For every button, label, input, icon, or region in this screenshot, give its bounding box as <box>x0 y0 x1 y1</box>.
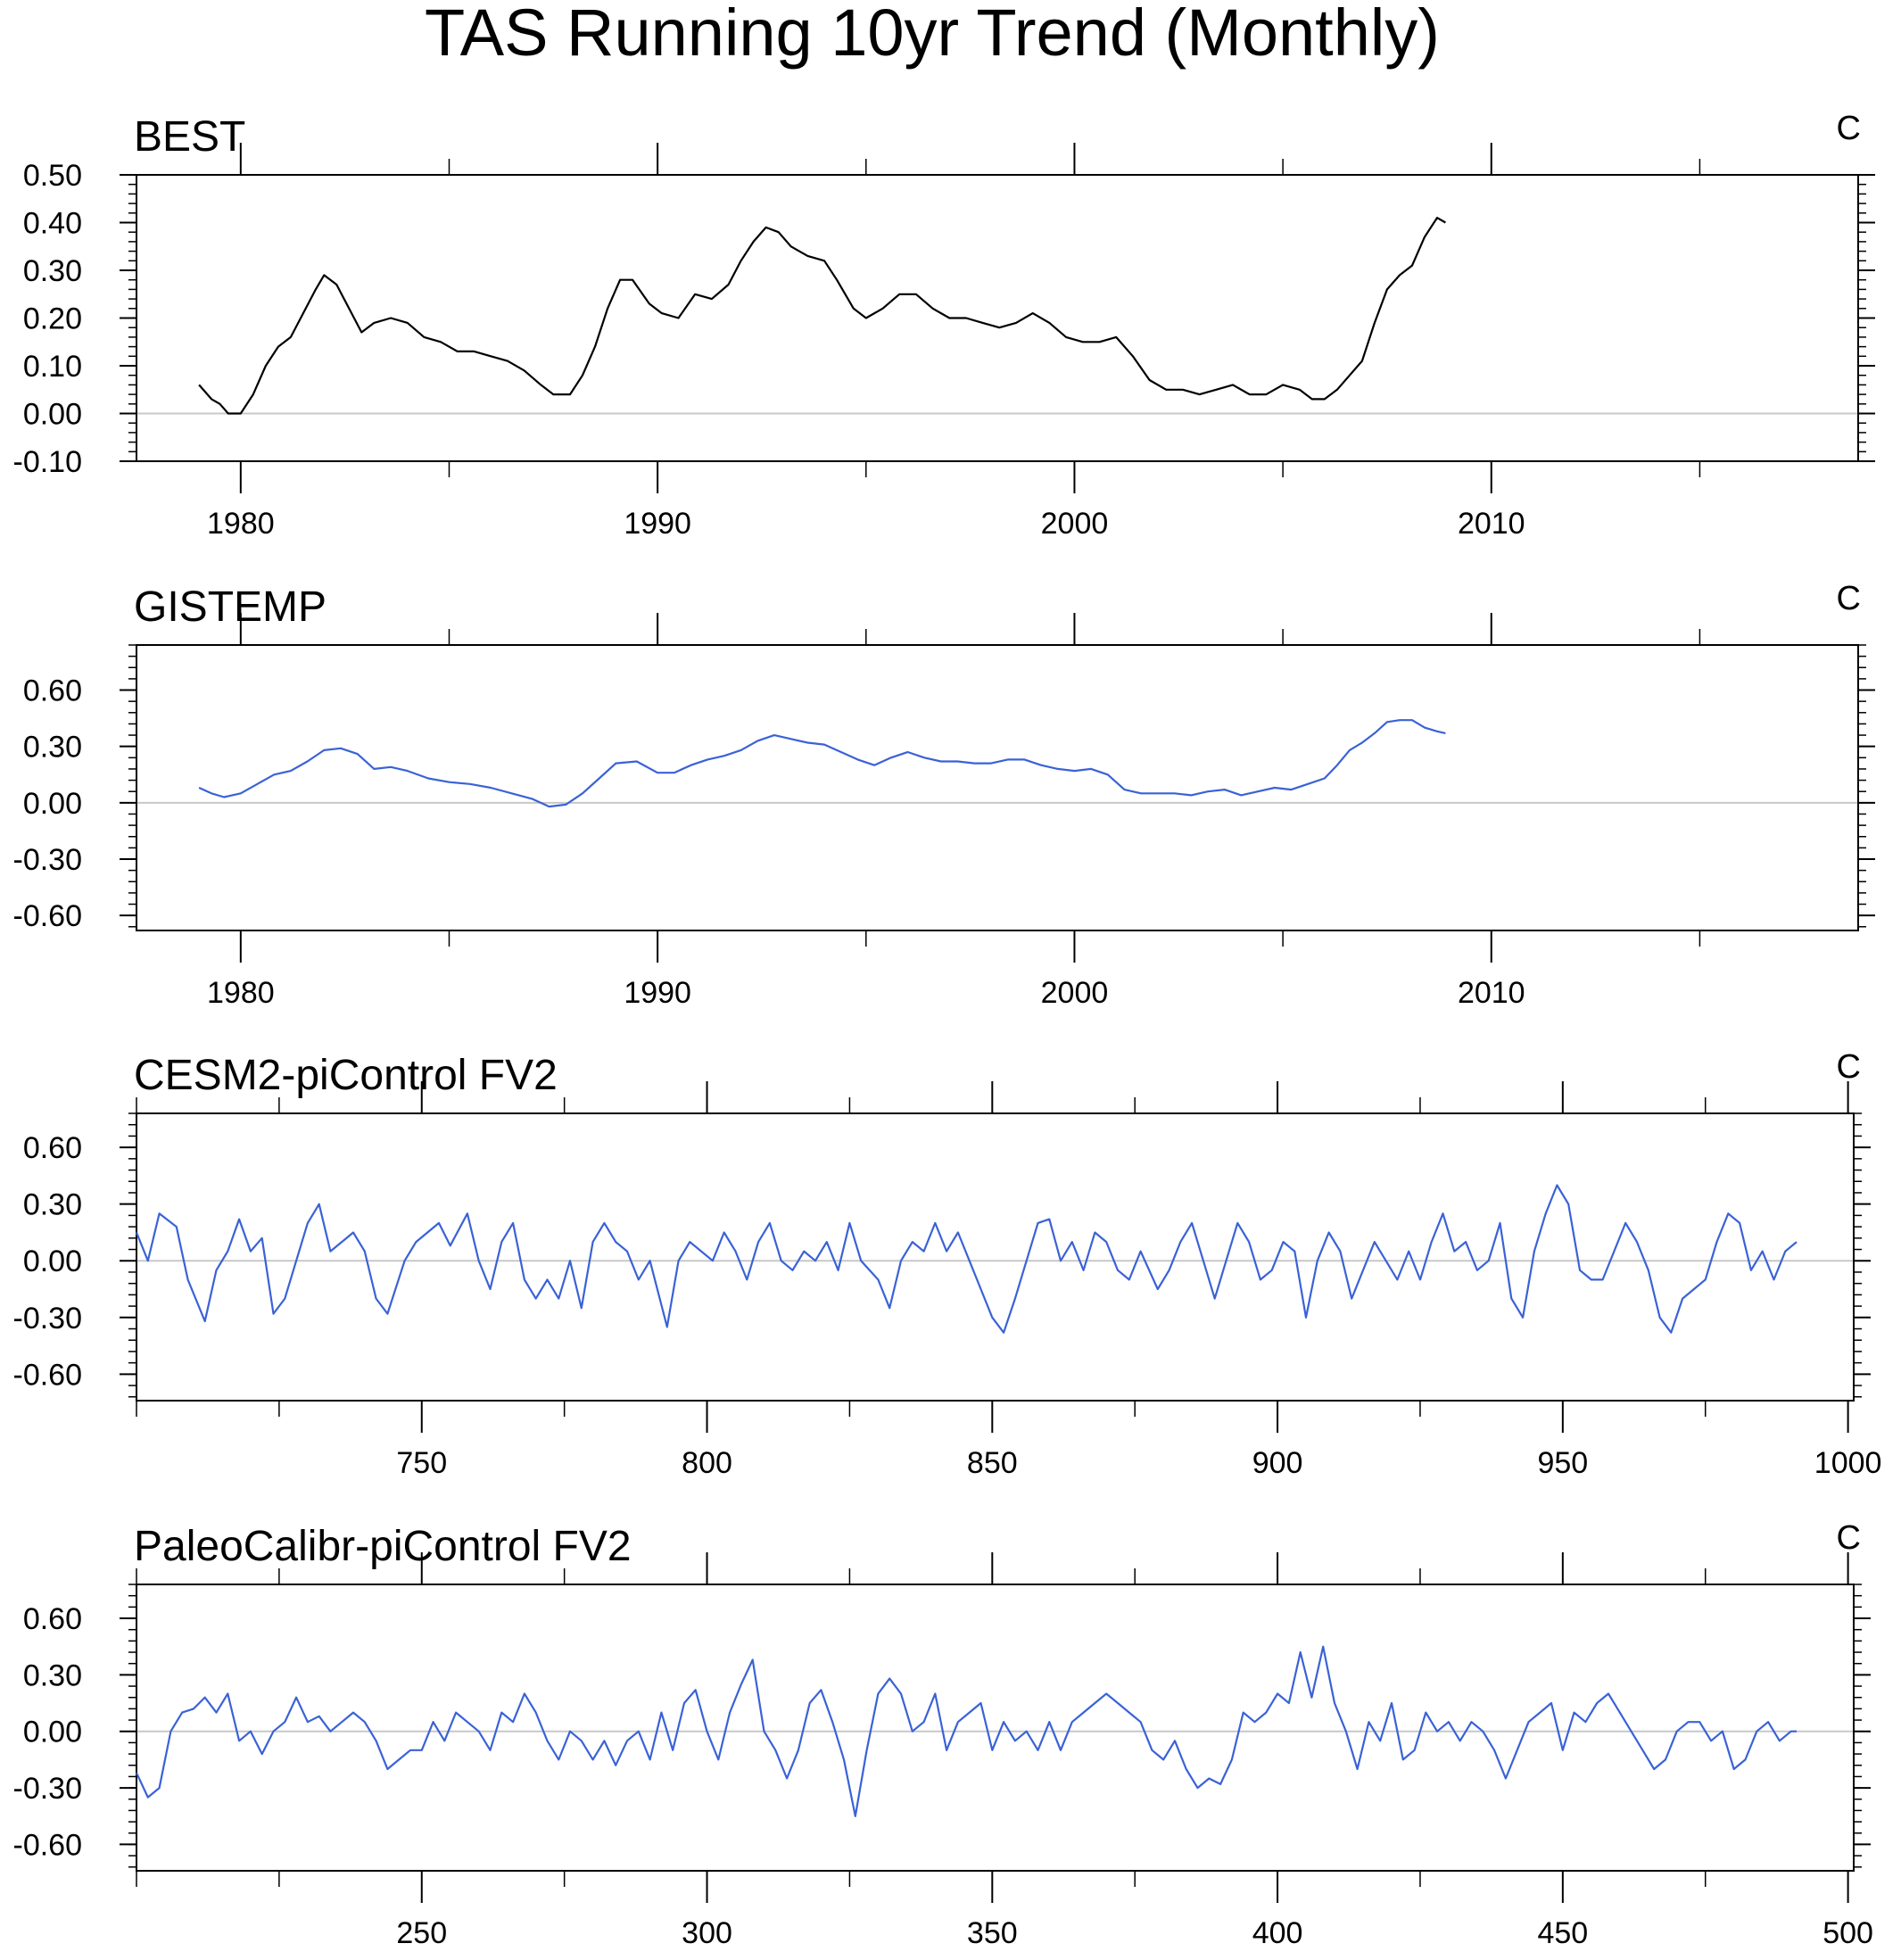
x-tick-label: 350 <box>967 1916 1018 1950</box>
x-tick-label: 2000 <box>1041 507 1109 541</box>
y-tick-label: 0.60 <box>23 1602 82 1636</box>
x-tick-label: 2000 <box>1041 976 1109 1010</box>
y-tick-label: 0.60 <box>23 674 82 708</box>
panel-paleocalibr-picontrol: PaleoCalibr-piControl FV2 C -0.60 -0.30 0.… <box>13 1519 1873 1950</box>
x-tick-label: 400 <box>1252 1916 1303 1950</box>
plot-frame <box>136 644 1859 931</box>
y-tick-label: 0.40 <box>23 207 82 241</box>
panel-title: BEST <box>134 113 245 161</box>
x-tick-label: 450 <box>1537 1916 1588 1950</box>
y-tick-label: 0.00 <box>23 1245 82 1278</box>
panel-gistemp: GISTEMP C -0.60 -0.30 0.00 0.30 0.60 1980 1990… <box>13 580 1875 1010</box>
x-tick-label: 750 <box>396 1446 447 1480</box>
y-tick-label: -0.10 <box>13 445 83 479</box>
series-line <box>136 1645 1797 1817</box>
y-tick-label: 0.00 <box>23 1716 82 1749</box>
y-tick-label: 0.60 <box>23 1131 82 1165</box>
x-tick-label: 850 <box>967 1446 1018 1480</box>
y-tick-label: 0.30 <box>23 731 82 765</box>
panel-title: PaleoCalibr-piControl FV2 <box>134 1523 632 1570</box>
x-tick-label: 1980 <box>207 507 275 541</box>
y-tick-label: 0.10 <box>23 350 82 384</box>
x-tick-label: 2010 <box>1458 976 1525 1010</box>
y-tick-label: 0.20 <box>23 302 82 336</box>
y-tick-label: 0.30 <box>23 1658 82 1692</box>
panel-best: BEST C -0.10 0.00 0.10 0.20 0.30 0.40 0.50 1980… <box>13 110 1875 541</box>
x-tick-label: 1990 <box>624 507 691 541</box>
units-label: C <box>1837 1519 1861 1557</box>
series-line <box>135 1184 1798 1334</box>
y-tick-label: -0.60 <box>13 1828 83 1862</box>
y-tick-label: 0.00 <box>23 787 82 821</box>
panel-title: CESM2-piControl FV2 <box>134 1052 558 1099</box>
x-tick-label: 800 <box>682 1446 732 1480</box>
units-label: C <box>1837 580 1861 617</box>
panel-cesm2-picontrol: CESM2-piControl FV2 C -0.60 -0.30 0.00 0.30… <box>13 1048 1882 1480</box>
y-tick-label: -0.60 <box>13 899 83 933</box>
x-tick-label: 900 <box>1252 1446 1303 1480</box>
x-tick-label: 950 <box>1537 1446 1588 1480</box>
y-tick-label: -0.30 <box>13 1302 83 1336</box>
y-tick-label: 0.50 <box>23 159 82 193</box>
x-tick-label: 250 <box>396 1916 447 1950</box>
units-label: C <box>1837 110 1861 147</box>
y-tick-label: 0.30 <box>23 254 82 288</box>
y-tick-label: -0.30 <box>13 1772 83 1806</box>
plot-frame <box>136 174 1859 462</box>
x-tick-label: 1980 <box>207 976 275 1010</box>
series-line <box>198 217 1446 415</box>
x-tick-label: 500 <box>1822 1916 1873 1950</box>
x-tick-label: 2010 <box>1458 507 1525 541</box>
x-tick-label: 1990 <box>624 976 691 1010</box>
y-tick-label: -0.60 <box>13 1358 83 1392</box>
x-tick-label: 300 <box>682 1916 732 1950</box>
y-tick-label: 0.30 <box>23 1188 82 1222</box>
panel-title: GISTEMP <box>134 583 326 631</box>
figure-title: TAS Running 10yr Trend (Monthly) <box>425 0 1440 70</box>
plot-frame <box>136 1584 1855 1872</box>
y-tick-label: 0.00 <box>23 398 82 432</box>
y-tick-label: -0.30 <box>13 843 83 877</box>
units-label: C <box>1837 1048 1861 1086</box>
series-line <box>198 719 1446 808</box>
x-tick-label: 1000 <box>1814 1446 1882 1480</box>
plot-frame <box>136 1112 1855 1402</box>
